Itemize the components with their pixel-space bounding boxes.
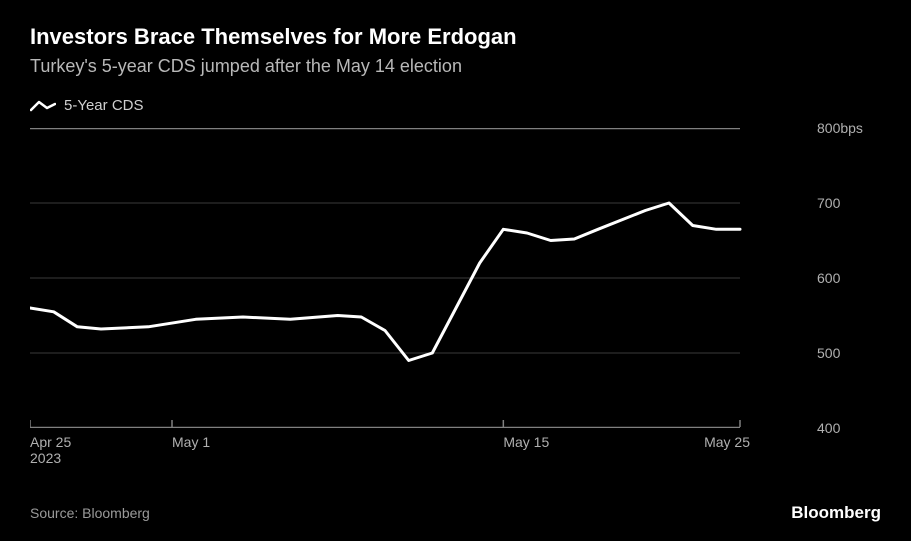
- y-tick-label: 400: [817, 420, 840, 436]
- chart-footer: Source: Bloomberg Bloomberg: [30, 503, 881, 523]
- source-text: Source: Bloomberg: [30, 505, 150, 521]
- y-tick-label: 700: [817, 195, 840, 211]
- brand-text: Bloomberg: [791, 503, 881, 523]
- x-tick-label: May 25: [690, 434, 750, 450]
- x-axis: Apr 252023 May 1 May 15 May 25: [30, 428, 810, 478]
- legend-label: 5-Year CDS: [64, 97, 143, 114]
- y-tick-label: 800bps: [817, 120, 863, 136]
- legend-line-icon: [30, 99, 56, 113]
- chart-container: Investors Brace Themselves for More Erdo…: [0, 0, 911, 541]
- plot-area: 400500600700800bps: [30, 128, 881, 428]
- chart-subtitle: Turkey's 5-year CDS jumped after the May…: [30, 56, 881, 77]
- plot-svg: [30, 128, 810, 428]
- y-tick-label: 500: [817, 345, 840, 361]
- y-axis: 400500600700800bps: [811, 128, 881, 428]
- y-tick-label: 600: [817, 270, 840, 286]
- x-tick-label: May 1: [172, 434, 210, 450]
- x-tick-label: May 15: [503, 434, 549, 450]
- chart-title: Investors Brace Themselves for More Erdo…: [30, 24, 881, 50]
- chart-legend: 5-Year CDS: [30, 97, 881, 114]
- x-tick-label: Apr 252023: [30, 434, 71, 466]
